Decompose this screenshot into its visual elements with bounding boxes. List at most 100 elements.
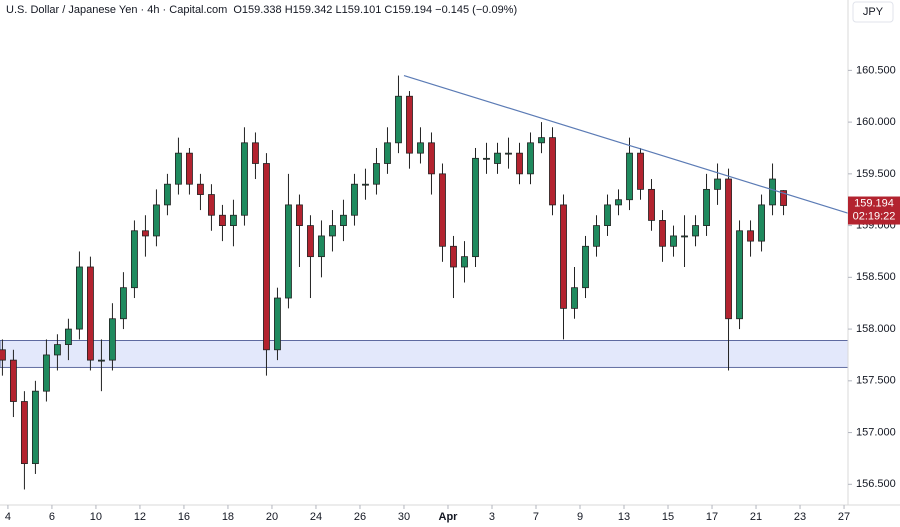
y-tick-label: 160.000 bbox=[856, 116, 896, 128]
candle-body bbox=[351, 183, 358, 216]
x-tick-label: 3 bbox=[489, 511, 495, 523]
x-tick-label: 15 bbox=[662, 511, 674, 523]
y-tick-label: 157.000 bbox=[856, 426, 896, 438]
candle-body bbox=[395, 95, 402, 144]
candle-body bbox=[87, 266, 94, 361]
candle-body bbox=[780, 190, 787, 206]
candle-body bbox=[208, 194, 215, 216]
x-tick-label: 23 bbox=[794, 511, 806, 523]
y-tick-label: 160.500 bbox=[856, 64, 896, 76]
x-tick-label: 27 bbox=[838, 511, 850, 523]
candle-body bbox=[31, 390, 39, 465]
candle-body bbox=[340, 214, 347, 226]
x-tick-label: 10 bbox=[90, 511, 102, 523]
countdown-label: 02:19:22 bbox=[853, 210, 896, 222]
candle-body bbox=[329, 225, 336, 237]
support-zone bbox=[0, 340, 849, 368]
candle-body bbox=[527, 142, 534, 175]
candle-body bbox=[109, 318, 116, 361]
candle-body bbox=[175, 152, 182, 185]
candle-body bbox=[307, 225, 314, 258]
candle-body bbox=[406, 95, 413, 154]
candle-body bbox=[417, 142, 424, 154]
chart-title: U.S. Dollar / Japanese Yen · 4h · Capita… bbox=[6, 4, 227, 16]
price-tag bbox=[848, 196, 900, 225]
candle-body bbox=[20, 401, 28, 465]
candle-body bbox=[714, 178, 721, 190]
candle-body bbox=[98, 359, 105, 362]
currency-button[interactable] bbox=[852, 1, 894, 23]
x-tick-label: Apr bbox=[439, 511, 459, 523]
candle-body bbox=[142, 230, 149, 237]
x-tick-label: 16 bbox=[178, 511, 190, 523]
x-tick-label: 7 bbox=[533, 511, 539, 523]
x-tick-label: 30 bbox=[398, 511, 410, 523]
x-tick-label: 20 bbox=[266, 511, 278, 523]
candle-body bbox=[186, 152, 193, 185]
candle-body bbox=[164, 183, 171, 206]
candle-body bbox=[65, 328, 72, 346]
candle-body bbox=[494, 152, 501, 164]
candle-body bbox=[76, 266, 83, 330]
candle-body bbox=[373, 163, 380, 185]
candle-body bbox=[648, 188, 655, 221]
candle-body bbox=[626, 152, 633, 201]
candle-body bbox=[461, 256, 468, 268]
candle-body bbox=[516, 152, 523, 175]
candle-body bbox=[692, 225, 699, 237]
price-tag-label: 159.194 bbox=[854, 197, 894, 209]
candle-body bbox=[9, 359, 17, 402]
candle-body bbox=[725, 178, 732, 320]
ohlc-readout: O159.338 H159.342 L159.101 C159.194 −0.1… bbox=[233, 4, 517, 16]
x-tick-label: 17 bbox=[706, 511, 718, 523]
candle-body bbox=[670, 235, 677, 247]
candle-body bbox=[450, 245, 457, 268]
candle-body bbox=[769, 178, 776, 206]
candle-body bbox=[659, 220, 666, 247]
y-tick-label: 158.500 bbox=[856, 271, 896, 283]
candle-body bbox=[439, 173, 446, 247]
candle-body bbox=[384, 142, 391, 164]
candle-body bbox=[747, 230, 754, 242]
x-tick-label: 6 bbox=[49, 511, 55, 523]
x-tick-label: 21 bbox=[750, 511, 762, 523]
x-tick-label: 18 bbox=[222, 511, 234, 523]
y-tick-label: 158.000 bbox=[856, 323, 896, 335]
currency-label[interactable]: JPY bbox=[863, 6, 884, 18]
candle-body bbox=[483, 157, 490, 160]
y-tick-label: 157.500 bbox=[856, 375, 896, 387]
x-tick-label: 13 bbox=[618, 511, 630, 523]
trend-line bbox=[403, 74, 849, 214]
candle-body bbox=[241, 142, 248, 216]
candle-body bbox=[153, 204, 160, 237]
candle-body bbox=[571, 287, 578, 309]
x-tick-label: 26 bbox=[354, 511, 366, 523]
plot-area bbox=[0, 74, 849, 490]
candle-body bbox=[593, 225, 600, 247]
candle-body bbox=[736, 230, 743, 320]
candle-body bbox=[703, 188, 710, 226]
x-tick-label: 9 bbox=[577, 511, 583, 523]
candle-body bbox=[230, 214, 237, 226]
x-tick-label: 4 bbox=[5, 511, 11, 523]
candle-body bbox=[615, 199, 622, 206]
candle-body bbox=[604, 204, 611, 226]
candle-body bbox=[582, 245, 589, 289]
candle-body bbox=[560, 204, 567, 309]
candle-body bbox=[428, 142, 435, 175]
x-tick-label: 24 bbox=[310, 511, 322, 523]
y-tick-label: 159.500 bbox=[856, 168, 896, 180]
candle-body bbox=[274, 297, 281, 351]
candle-body bbox=[637, 152, 644, 190]
candle-body bbox=[758, 204, 765, 242]
candle-body bbox=[120, 287, 127, 320]
candle-body bbox=[197, 183, 204, 195]
candle-body bbox=[472, 157, 479, 258]
candle-body bbox=[362, 183, 369, 186]
y-tick-label: 156.500 bbox=[856, 478, 896, 490]
x-tick-label: 12 bbox=[134, 511, 146, 523]
candle-body bbox=[263, 163, 270, 351]
candle-body bbox=[681, 235, 688, 238]
